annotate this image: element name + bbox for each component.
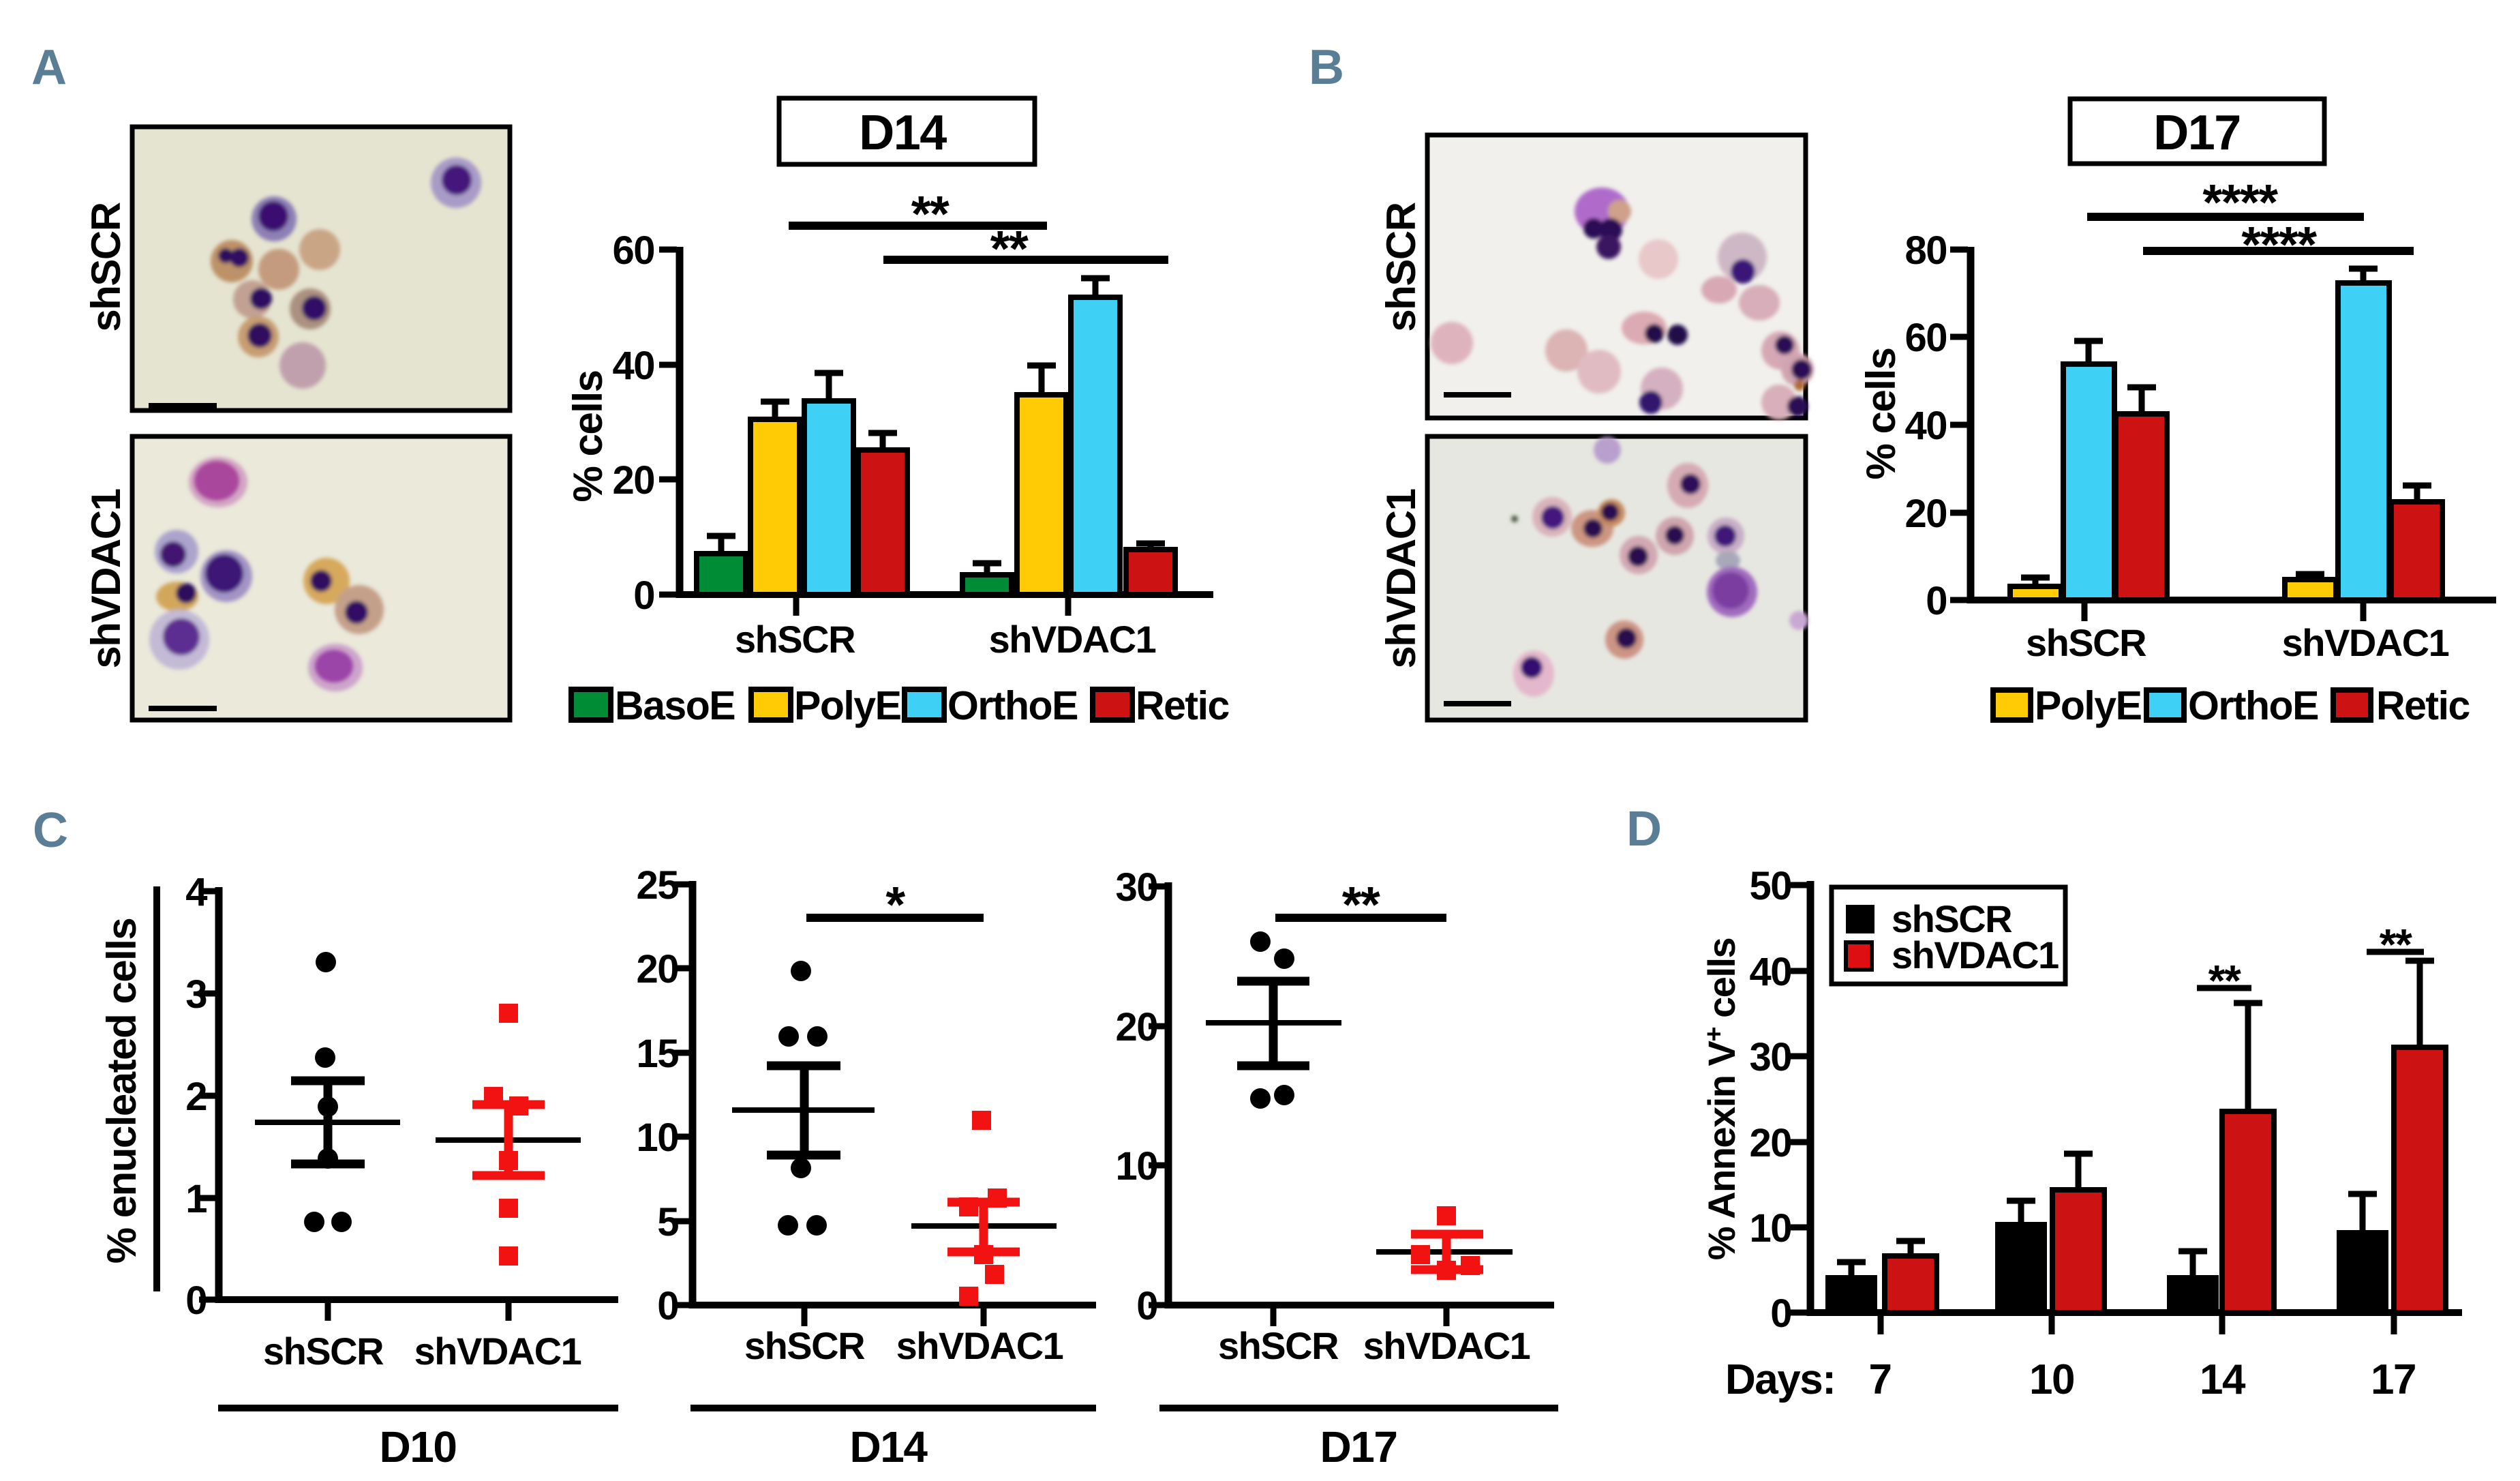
svg-text:% Annexin V+ cells: % Annexin V+ cells (1700, 938, 1743, 1260)
svg-text:10: 10 (1115, 1144, 1157, 1188)
svg-text:10: 10 (636, 1116, 678, 1160)
svg-text:shSCR: shSCR (1892, 897, 2012, 940)
svg-text:*: * (885, 876, 905, 933)
svg-text:1: 1 (185, 1177, 207, 1221)
svg-text:shVDAC1: shVDAC1 (896, 1324, 1063, 1367)
svg-text:shSCR: shSCR (263, 1330, 384, 1373)
svg-text:D10: D10 (380, 1422, 457, 1471)
svg-text:50: 50 (1749, 864, 1791, 908)
svg-text:10: 10 (2029, 1356, 2074, 1403)
svg-text:shSCR: shSCR (735, 618, 855, 661)
svg-text:**: ** (1342, 876, 1380, 933)
svg-text:25: 25 (636, 863, 678, 908)
svg-text:shVDAC1: shVDAC1 (1892, 933, 2059, 976)
svg-text:B: B (1309, 40, 1344, 95)
svg-text:7: 7 (1869, 1356, 1892, 1403)
svg-text:0: 0 (633, 573, 654, 618)
svg-text:BasoE: BasoE (615, 683, 735, 728)
svg-text:0: 0 (1136, 1284, 1157, 1328)
svg-text:40: 40 (1904, 404, 1947, 448)
svg-text:0: 0 (185, 1278, 207, 1323)
svg-text:D17: D17 (1320, 1422, 1397, 1471)
svg-text:shSCR: shSCR (83, 202, 129, 331)
svg-text:4: 4 (185, 870, 207, 914)
svg-text:0: 0 (657, 1284, 678, 1328)
svg-text:80: 80 (1904, 228, 1947, 273)
svg-text:D: D (1626, 802, 1661, 856)
svg-text:20: 20 (636, 947, 678, 991)
svg-text:17: 17 (2371, 1356, 2416, 1403)
svg-text:15: 15 (636, 1032, 678, 1076)
svg-text:shVDAC1: shVDAC1 (1378, 489, 1424, 668)
svg-text:20: 20 (1904, 492, 1947, 536)
svg-text:shVDAC1: shVDAC1 (1363, 1324, 1530, 1367)
svg-text:% cells: % cells (565, 371, 611, 503)
svg-text:40: 40 (612, 344, 654, 388)
svg-text:10: 10 (1749, 1206, 1791, 1251)
svg-text:shSCR: shSCR (1218, 1324, 1339, 1367)
svg-text:20: 20 (1115, 1005, 1157, 1049)
svg-text:PolyE: PolyE (2035, 683, 2142, 728)
svg-text:****: **** (2202, 174, 2278, 230)
svg-text:**: ** (2208, 956, 2241, 1005)
svg-text:60: 60 (612, 228, 654, 273)
svg-text:D14: D14 (859, 106, 947, 160)
svg-text:14: 14 (2200, 1356, 2246, 1403)
svg-text:shVDAC1: shVDAC1 (2282, 621, 2449, 664)
svg-text:shSCR: shSCR (1378, 202, 1424, 331)
svg-text:C: C (33, 803, 67, 858)
svg-text:Days:: Days: (1725, 1356, 1835, 1403)
svg-text:0: 0 (1926, 579, 1947, 623)
svg-text:OrthoE: OrthoE (947, 683, 1078, 728)
svg-text:shVDAC1: shVDAC1 (83, 489, 129, 668)
svg-text:****: **** (2241, 216, 2317, 273)
svg-text:30: 30 (1115, 865, 1157, 910)
svg-text:3: 3 (185, 972, 207, 1017)
svg-text:Retic: Retic (2376, 683, 2470, 728)
svg-text:shSCR: shSCR (744, 1324, 865, 1367)
svg-text:5: 5 (657, 1200, 678, 1244)
svg-text:40: 40 (1749, 950, 1791, 994)
svg-text:20: 20 (1749, 1121, 1791, 1165)
svg-text:60: 60 (1904, 316, 1947, 360)
svg-text:**: ** (990, 220, 1029, 277)
svg-text:**: ** (911, 185, 950, 242)
svg-text:D14: D14 (850, 1422, 928, 1471)
svg-text:OrthoE: OrthoE (2188, 683, 2318, 728)
svg-text:**: ** (2380, 920, 2412, 969)
svg-text:PolyE: PolyE (794, 683, 901, 728)
svg-text:% cells: % cells (1858, 348, 1904, 480)
svg-text:Retic: Retic (1136, 683, 1229, 728)
svg-text:shVDAC1: shVDAC1 (989, 618, 1156, 661)
svg-text:0: 0 (1770, 1291, 1791, 1336)
svg-text:shSCR: shSCR (2026, 621, 2146, 664)
svg-text:20: 20 (612, 458, 654, 503)
svg-text:30: 30 (1749, 1035, 1791, 1079)
svg-text:2: 2 (185, 1075, 207, 1119)
svg-text:A: A (31, 40, 66, 95)
svg-text:D17: D17 (2153, 106, 2241, 160)
svg-text:shVDAC1: shVDAC1 (414, 1330, 581, 1373)
svg-text:% enucleated cells: % enucleated cells (99, 918, 145, 1264)
